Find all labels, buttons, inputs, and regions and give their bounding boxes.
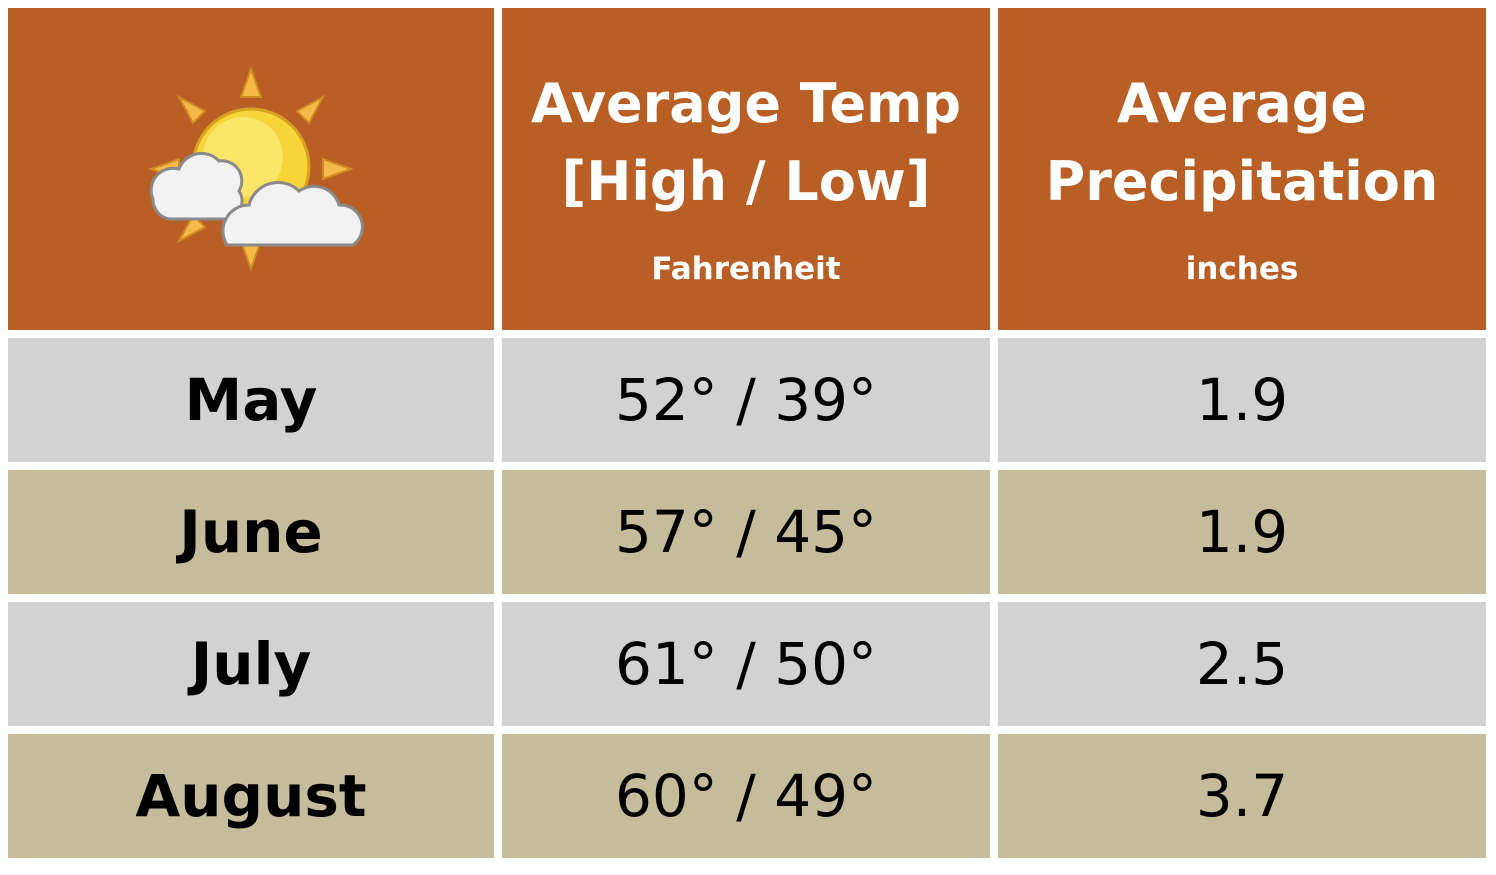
weather-icon xyxy=(148,66,364,272)
table-cell: 57° / 45° xyxy=(502,470,990,594)
header-title: [High / Low] xyxy=(561,150,931,213)
month-label: July xyxy=(190,630,312,698)
cell-value: 1.9 xyxy=(1195,498,1289,566)
header-title: Average Temp xyxy=(530,72,962,135)
header-unit: Fahrenheit xyxy=(651,251,841,287)
header-unit: inches xyxy=(1185,251,1299,287)
month-label: June xyxy=(179,498,323,566)
header-cell: Average Temp [High / Low] Fahrenheit xyxy=(502,8,990,330)
table-cell: July xyxy=(8,602,494,726)
icon-cell xyxy=(8,8,494,330)
cell-value: 52° / 39° xyxy=(614,366,878,434)
table-cell: 2.5 xyxy=(998,602,1486,726)
table-cell: 1.9 xyxy=(998,338,1486,462)
table-cell: 61° / 50° xyxy=(502,602,990,726)
cell-value: 2.5 xyxy=(1195,630,1289,698)
cell-value: 3.7 xyxy=(1195,762,1289,830)
table-cell: 3.7 xyxy=(998,734,1486,858)
header-title: Average xyxy=(1116,72,1368,135)
cell-value: 60° / 49° xyxy=(614,762,878,830)
month-label: May xyxy=(184,366,318,434)
table-cell: 1.9 xyxy=(998,470,1486,594)
table-cell: 52° / 39° xyxy=(502,338,990,462)
header-title: Precipitation xyxy=(1045,150,1439,213)
cell-value: 1.9 xyxy=(1195,366,1289,434)
header-cell: Average Precipitation inches xyxy=(998,8,1486,330)
cell-value: 57° / 45° xyxy=(614,498,878,566)
table-cell: June xyxy=(8,470,494,594)
cell-value: 61° / 50° xyxy=(614,630,878,698)
month-label: August xyxy=(135,762,367,830)
table-cell: August xyxy=(8,734,494,858)
table-cell: 60° / 49° xyxy=(502,734,990,858)
table-cell: May xyxy=(8,338,494,462)
